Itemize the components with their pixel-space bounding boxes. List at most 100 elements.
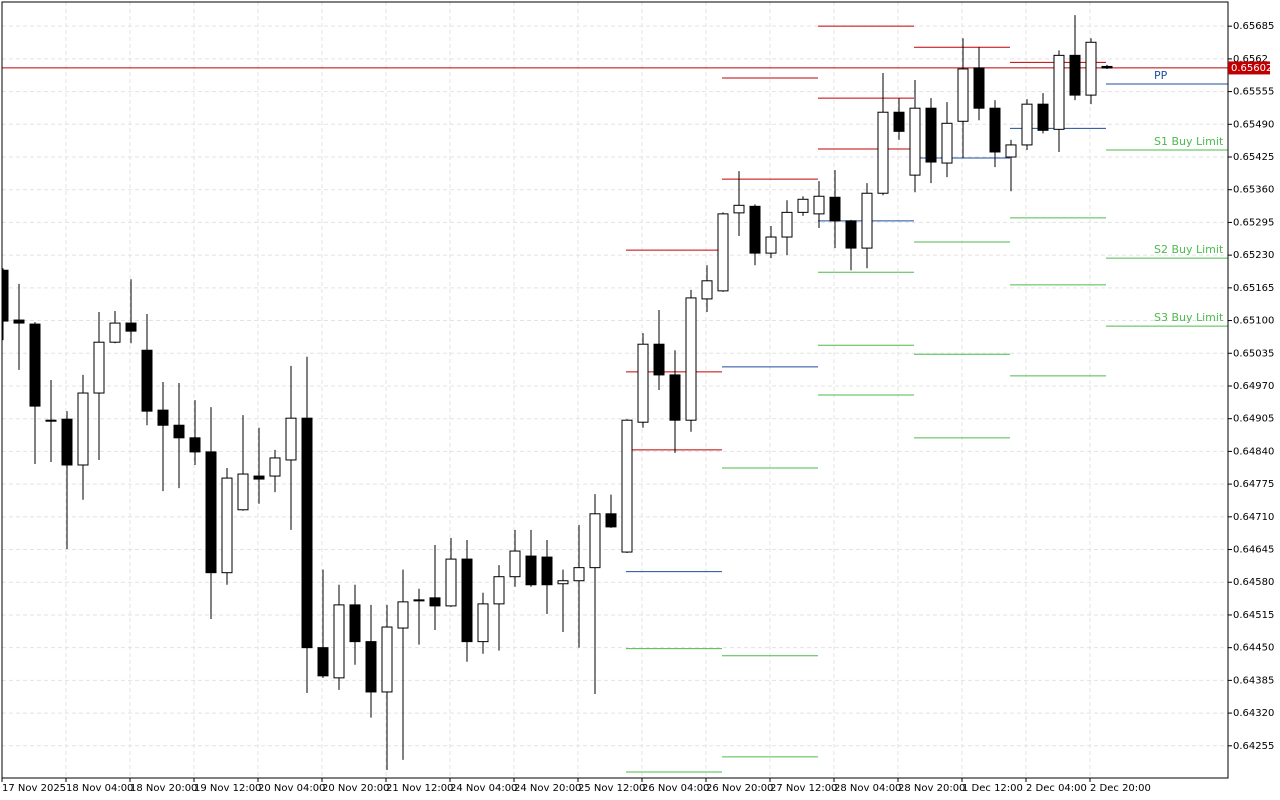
x-tick-label: 1 Dec 12:00 (962, 783, 1023, 794)
candle-body (1085, 41, 1097, 96)
candle-body (29, 323, 41, 407)
candle-body (221, 477, 233, 574)
candle-body (877, 111, 889, 194)
candle-body (301, 417, 313, 649)
x-tick-label: 24 Nov 20:00 (514, 783, 581, 794)
candle-body (765, 236, 777, 254)
candle-body (77, 392, 89, 466)
x-tick-label: 18 Nov 20:00 (130, 783, 197, 794)
candle-body (173, 424, 185, 439)
last-price-label: 0.65602 (1231, 63, 1272, 74)
candle-body (973, 67, 985, 109)
candle-body (445, 558, 457, 607)
candle-body (749, 205, 761, 254)
candle-body (829, 196, 841, 222)
x-tick-label: 17 Nov 2025 (2, 783, 66, 794)
candle-body (285, 417, 297, 461)
candle-body (45, 419, 57, 422)
x-tick-label: 20 Nov 20:00 (322, 783, 389, 794)
y-tick-label: 0.64710 (1233, 512, 1274, 523)
candle-body (637, 343, 649, 423)
candle-body (669, 374, 681, 421)
candle-body (13, 319, 25, 324)
candle-body (589, 513, 601, 569)
level-label: S2 Buy Limit (1154, 243, 1224, 256)
candle-body (733, 204, 745, 214)
candle-body (605, 513, 617, 528)
y-tick-label: 0.64320 (1233, 708, 1274, 719)
plot-area: PP S1 Buy Limit S2 Buy Limit S3 Buy Limit (2, 15, 1228, 773)
y-tick-label: 0.64970 (1233, 381, 1274, 392)
x-tick-label: 2 Dec 20:00 (1090, 783, 1151, 794)
candle-body (1069, 54, 1081, 96)
candle-body (381, 626, 393, 693)
y-tick-label: 0.64255 (1233, 741, 1274, 752)
y-tick-label: 0.64450 (1233, 643, 1274, 654)
candle-body (141, 349, 153, 412)
x-tick-label: 21 Nov 12:00 (386, 783, 453, 794)
y-tick-label: 0.65295 (1233, 217, 1274, 228)
y-tick-label: 0.65035 (1233, 348, 1274, 359)
y-tick-label: 0.65230 (1233, 250, 1274, 261)
x-tick-label: 20 Nov 04:00 (258, 783, 325, 794)
y-tick-label: 0.64515 (1233, 610, 1274, 621)
y-tick-label: 0.65425 (1233, 152, 1274, 163)
y-tick-label: 0.64840 (1233, 446, 1274, 457)
candle-body (653, 343, 665, 376)
candle-body (989, 107, 1001, 153)
candle-body (397, 601, 409, 629)
candle-body (941, 122, 953, 164)
candle-body (349, 604, 361, 643)
candle-body (237, 473, 249, 511)
candle-body (61, 418, 73, 466)
candle-body (493, 576, 505, 605)
x-tick-label: 24 Nov 04:00 (450, 783, 517, 794)
candle-body (1005, 144, 1017, 158)
candle-body (2, 269, 9, 322)
y-tick-label: 0.65100 (1233, 316, 1274, 327)
candle-body (205, 451, 217, 574)
candle-body (813, 195, 825, 215)
candle-body (685, 297, 697, 421)
level-label: PP (1154, 69, 1168, 82)
candle-body (1053, 54, 1065, 130)
candle-body (189, 437, 201, 453)
candle-body (157, 409, 169, 426)
x-tick-label: 2 Dec 04:00 (1026, 783, 1087, 794)
last-price-box (1228, 61, 1270, 75)
candle-body (1101, 65, 1113, 69)
candle-body (957, 68, 969, 122)
x-tick-label: 25 Nov 12:00 (578, 783, 645, 794)
candle-body (109, 322, 121, 343)
candle-body (861, 192, 873, 249)
candle-body (573, 567, 585, 582)
candle-body (557, 580, 569, 585)
candle-body (333, 604, 345, 679)
candle-body (925, 107, 937, 163)
candle-body (125, 322, 137, 332)
candle-body (781, 211, 793, 238)
y-tick-label: 0.65555 (1233, 87, 1274, 98)
candle-body (717, 213, 729, 292)
level-label: S3 Buy Limit (1154, 311, 1224, 324)
candle-body (509, 550, 521, 578)
candle-body (1037, 103, 1049, 131)
plot-frame (1, 1, 1229, 779)
candle-body (429, 597, 441, 607)
candle-body (621, 419, 633, 553)
candle-body (701, 280, 713, 300)
y-tick-label: 0.65490 (1233, 119, 1274, 130)
candle-body (797, 198, 809, 213)
candle-body (365, 641, 377, 693)
y-tick-label: 0.65685 (1233, 21, 1274, 32)
y-tick-label: 0.64580 (1233, 577, 1274, 588)
y-tick-label: 0.64645 (1233, 545, 1274, 556)
x-tick-label: 28 Nov 04:00 (834, 783, 901, 794)
y-tick-label: 0.64775 (1233, 479, 1274, 490)
candle-body (845, 220, 857, 249)
x-tick-label: 18 Nov 04:00 (66, 783, 133, 794)
x-tick-label: 28 Nov 20:00 (898, 783, 965, 794)
y-tick-label: 0.64385 (1233, 675, 1274, 686)
